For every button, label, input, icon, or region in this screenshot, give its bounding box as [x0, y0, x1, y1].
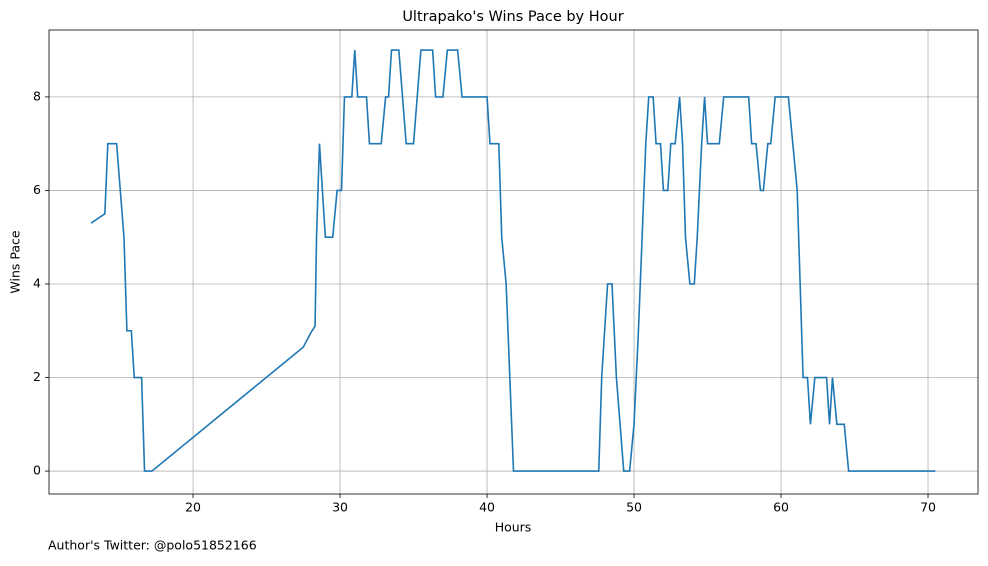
y-tick-label: 2	[33, 369, 41, 384]
y-tick-label: 4	[33, 275, 41, 290]
x-tick-label: 20	[185, 500, 201, 515]
y-tick-label: 8	[33, 88, 41, 103]
chart-title: Ultrapako's Wins Pace by Hour	[402, 9, 623, 25]
x-tick-label: 70	[920, 500, 936, 515]
plot-frame	[48, 29, 979, 495]
y-axis-label: Wins Pace	[8, 230, 23, 293]
x-tick-label: 50	[626, 500, 642, 515]
footnote: Author's Twitter: @polo51852166	[48, 538, 257, 553]
x-axis-label: Hours	[495, 520, 532, 535]
y-tick-label: 0	[33, 463, 41, 478]
y-tick-label: 6	[33, 182, 41, 197]
x-tick-label: 60	[773, 500, 789, 515]
data-line	[90, 49, 936, 472]
x-tick-label: 40	[479, 500, 495, 515]
x-tick-label: 30	[332, 500, 348, 515]
